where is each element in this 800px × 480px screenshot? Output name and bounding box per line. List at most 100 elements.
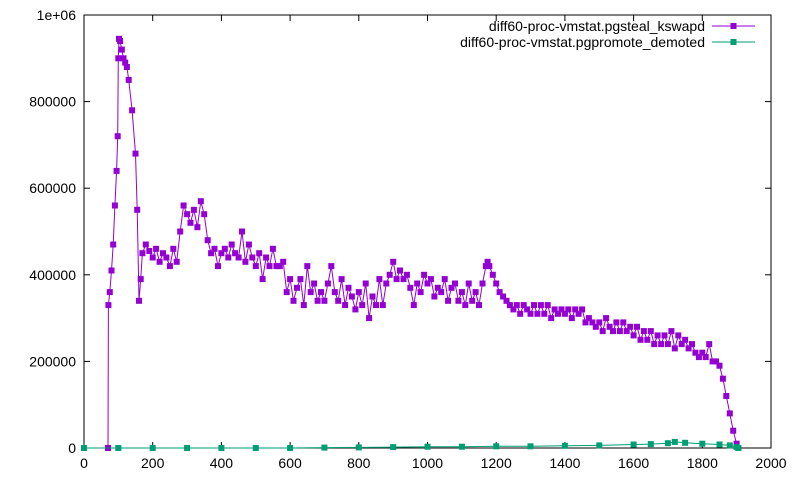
data-point [486,263,493,270]
data-point [484,258,491,265]
data-point [256,250,263,257]
data-point [513,302,520,309]
data-point [321,444,328,451]
data-point [654,332,661,339]
x-tick-label: 400 [210,455,234,471]
data-point [190,206,197,213]
data-point [506,302,513,309]
data-point [431,293,438,300]
data-point [568,315,575,322]
data-point [132,150,139,157]
data-point [630,441,637,448]
data-point [689,341,695,348]
data-point [208,250,215,257]
data-point [314,297,321,304]
data-point [706,341,713,348]
data-point [235,254,242,261]
data-point [596,442,603,449]
data-point [551,306,558,313]
x-tick-label: 800 [347,455,371,471]
y-tick-label: 800000 [29,94,76,110]
data-point [702,354,709,361]
data-point [424,280,431,287]
data-point [259,276,266,283]
data-point [713,358,719,365]
data-point [348,293,355,300]
data-point [184,445,191,451]
data-point [733,440,740,447]
data-point [469,297,476,304]
legend-marker [730,23,737,29]
y-tick-label: 400000 [29,267,76,283]
data-point [273,263,280,270]
data-point [142,241,149,248]
series-line [84,441,739,449]
data-point [180,202,187,209]
data-point [290,297,297,304]
data-point [297,276,304,283]
data-point [517,310,524,317]
data-point [283,289,290,296]
x-tick-label: 0 [80,455,88,471]
y-tick-label: 1e+06 [37,7,77,23]
data-point [269,245,276,252]
data-point [596,319,603,326]
data-point [362,280,369,287]
data-point [531,302,537,309]
data-point [276,263,283,270]
data-point [177,228,184,235]
data-point [599,328,606,335]
data-point [115,55,122,62]
data-point [735,445,742,451]
data-point [239,228,245,235]
x-tick-label: 200 [141,455,165,471]
data-point [359,302,366,309]
data-point [117,38,124,44]
data-point [603,315,610,322]
data-point [134,206,141,213]
data-point [383,280,390,287]
data-point [245,241,252,248]
x-axis: 0 200 400 600 800 1000 1200 1400 1600 1800 2000 [80,15,787,471]
data-point [651,341,658,348]
data-point [129,107,136,114]
data-point [671,345,678,352]
data-point [300,302,307,309]
data-point [726,410,733,417]
data-point [163,254,170,261]
data-point [527,310,534,317]
data-point [335,297,342,304]
data-point [417,289,424,296]
data-point [719,375,726,382]
data-point [386,271,393,278]
data-point [620,319,627,326]
data-point [146,248,153,254]
data-point [458,443,465,450]
data-point [682,336,689,343]
y-tick-label: 0 [68,440,76,456]
data-point [321,297,328,304]
data-point [424,443,431,450]
data-point [160,250,166,257]
data-point [427,276,434,283]
data-point [699,440,706,447]
data-point [726,442,733,449]
data-point [120,55,127,62]
data-point [105,302,112,309]
data-point [390,258,397,265]
data-point [644,336,651,343]
data-point [448,284,455,291]
data-point [369,293,376,300]
data-point [592,323,599,330]
data-point [122,59,129,66]
legend: diff60-proc-vmstat.pgsteal_kswapddiff60-… [460,18,755,50]
x-tick-label: 1600 [618,455,649,471]
data-point [294,284,300,291]
data-point [527,443,534,450]
data-point [510,306,517,313]
data-point [149,445,156,451]
data-point [400,276,407,283]
data-point [668,328,675,335]
data-point [139,250,146,257]
data-point [489,271,496,278]
